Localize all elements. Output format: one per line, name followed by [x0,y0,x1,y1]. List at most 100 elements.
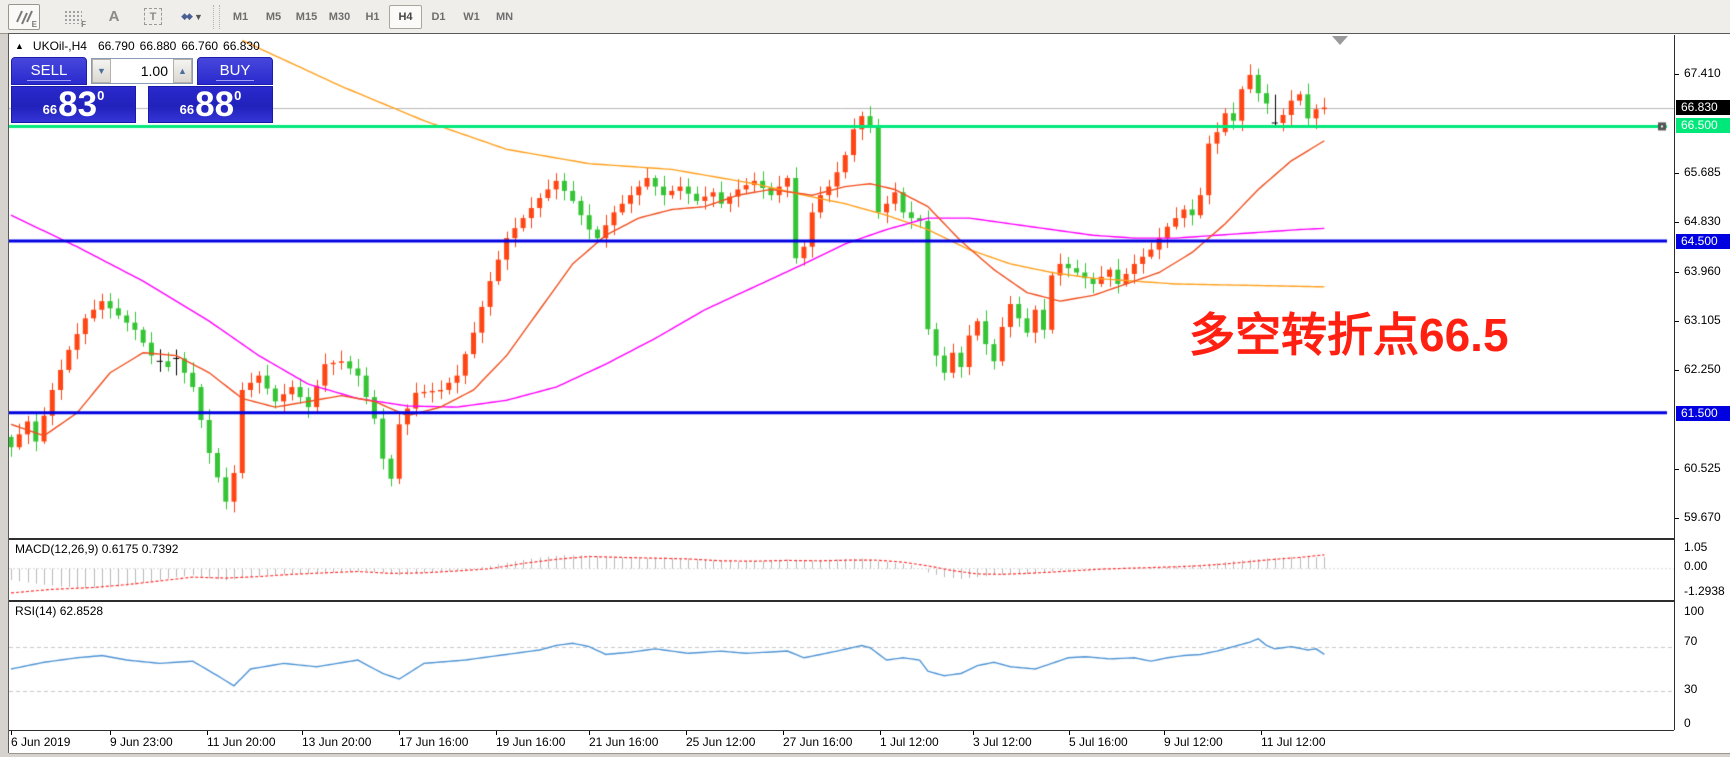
buy-pips: 88 [195,85,235,124]
price-tick-label: 62.250 [1684,362,1721,376]
ohlc-readout: ▲ UKOil-,H4 66.790 66.880 66.760 66.830 [15,39,260,53]
rsi-axis-label: 30 [1684,682,1698,696]
letter-a-glyph: A [108,8,120,25]
timeframe-button-h1[interactable]: H1 [365,10,380,23]
time-tick [11,731,12,735]
grid-f-icon[interactable]: F [57,4,89,30]
time-tick-label: 13 Jun 20:00 [302,735,372,749]
price-badge: 66.830 [1676,99,1730,115]
macd-pane-canvas[interactable] [9,538,1674,600]
tool-sub-label: E [31,19,37,29]
buy-pipette: 0 [234,88,242,103]
price-tick [1675,272,1679,273]
time-tick-label: 27 Jun 16:00 [783,735,853,749]
rsi-indicator-label: RSI(14) 62.8528 [15,604,103,618]
timeframe-button-d1[interactable]: D1 [431,10,446,23]
timeframe-button-m1[interactable]: M1 [232,10,249,23]
macd-signal-value: 0.7392 [141,542,179,556]
time-tick-label: 9 Jul 12:00 [1164,735,1223,749]
rsi-axis-label: 100 [1684,604,1705,618]
sell-button[interactable]: SELL [11,57,87,85]
time-tick-label: 1 Jul 12:00 [880,735,939,749]
price-tick [1675,74,1679,75]
sell-price-tile[interactable]: 66 83 0 [11,86,136,123]
price-tick-label: 60.525 [1684,461,1721,475]
time-tick [207,731,208,735]
price-tick [1675,173,1679,174]
symbol-triangle-icon: ▲ [15,41,24,51]
rsi-value: 62.8528 [59,604,104,618]
text-label-icon[interactable]: A [98,4,130,30]
price-tick [1675,321,1679,322]
time-tick-label: 11 Jul 12:00 [1261,735,1326,749]
chart-window: ▲ UKOil-,H4 66.790 66.880 66.760 66.830 … [8,33,1730,757]
text-box-icon[interactable]: T [137,4,169,30]
buy-label: BUY [215,62,255,81]
chart-shift-marker-icon[interactable] [1332,36,1348,45]
timeframe-button-m5[interactable]: M5 [265,10,282,23]
low-value: 66.760 [181,39,219,53]
buy-price-tile[interactable]: 66 88 0 [148,86,273,123]
volume-decrement-button[interactable]: ▼ [92,59,111,83]
one-click-trading-panel: SELL ▼ 1.00 ▲ BUY 66 83 0 66 88 0 [11,57,273,123]
timeframe-group: M1 M5 M15 M30 H1 H4 D1 W1 MN [224,4,521,29]
rsi-pane-canvas[interactable] [9,600,1674,731]
volume-spinner: ▼ 1.00 ▲ [91,58,193,84]
sell-label: SELL [26,62,72,81]
toolbar: E F A T ◆◆ ▼ M1 M5 M15 M30 H1 H4 D1 W1 MN [0,0,1730,34]
timeframe-button-mn[interactable]: MN [495,10,514,23]
chart-annotation-text[interactable]: 多空转折点66.5 [1189,309,1509,361]
time-tick [686,731,687,735]
sell-pips: 83 [58,85,98,124]
time-tick [1261,731,1262,735]
price-tick [1675,370,1679,371]
price-tick-label: 65.685 [1684,165,1721,179]
timeframe-button-h4[interactable]: H4 [389,4,422,29]
symbol-period-label: UKOil-,H4 [32,39,87,53]
main-chart-canvas[interactable] [9,35,1674,538]
time-tick-label: 21 Jun 16:00 [589,735,659,749]
time-tick [399,731,400,735]
dot-grid-glyph [64,9,82,24]
price-tick [1675,469,1679,470]
time-tick [880,731,881,735]
price-axis[interactable]: 67.410 65.685 64.830 63.960 63.105 62.250 60.5… [1674,35,1730,730]
time-axis[interactable]: 6 Jun 2019 9 Jun 23:00 11 Jun 20:00 13 Jun … [9,730,1674,753]
chevron-down-icon: ▼ [193,11,203,22]
price-tick [1675,518,1679,519]
boxed-t-glyph: T [144,8,162,25]
macd-axis-label: 0.00 [1684,559,1708,573]
sell-big-figure: 66 [42,102,58,117]
macd-value: 0.6175 [101,542,139,556]
indicators-e-icon[interactable]: E [8,3,40,30]
price-badge: 64.500 [1676,233,1730,249]
cursor-style-icon[interactable]: ◆◆ ▼ [176,4,208,30]
diamonds-glyph: ◆◆ [181,11,193,21]
macd-name: MACD(12,26,9) [15,542,99,556]
time-tick-label: 19 Jun 16:00 [496,735,566,749]
timeframe-button-m30[interactable]: M30 [328,10,351,23]
time-tick-label: 6 Jun 2019 [11,735,71,749]
volume-increment-button[interactable]: ▲ [173,59,192,83]
buy-button[interactable]: BUY [197,57,273,85]
window-bottom-strip [9,753,1730,757]
price-tick-label: 59.670 [1684,510,1721,524]
price-badge: 66.500 [1676,117,1730,133]
time-tick-label: 25 Jun 12:00 [686,735,756,749]
timeframe-button-m15[interactable]: M15 [295,10,318,23]
macd-axis-label: -1.2938 [1684,584,1725,598]
time-tick [496,731,497,735]
price-tick-label: 64.830 [1684,214,1721,228]
close-value: 66.830 [223,39,260,53]
open-value: 66.790 [97,39,135,53]
timeframe-button-w1[interactable]: W1 [463,10,480,23]
time-tick [589,731,590,735]
time-tick-label: 11 Jun 20:00 [207,735,276,749]
time-tick [1164,731,1165,735]
time-tick [302,731,303,735]
time-tick-label: 9 Jun 23:00 [110,735,173,749]
price-tick-label: 63.105 [1684,313,1721,327]
volume-value[interactable]: 1.00 [140,63,168,79]
time-tick [973,731,974,735]
